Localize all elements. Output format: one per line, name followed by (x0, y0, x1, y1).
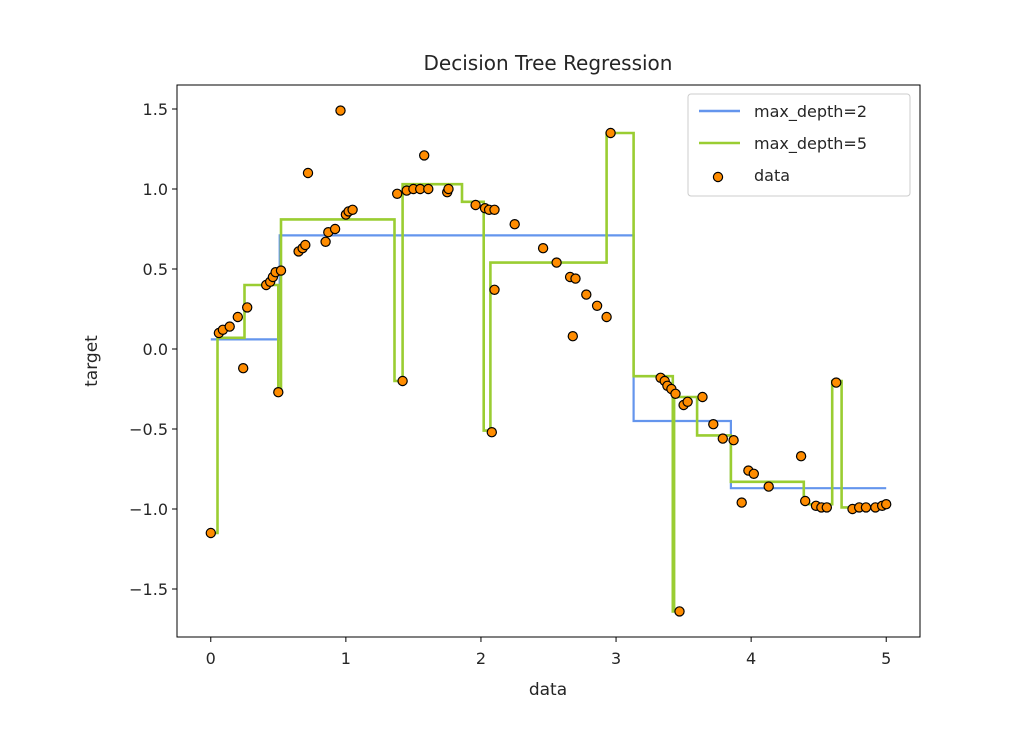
legend-swatch (712, 171, 724, 183)
data-point (224, 321, 235, 332)
legend-label: max_depth=2 (754, 102, 867, 122)
data-point (302, 167, 314, 179)
x-tick-label: 0 (206, 649, 216, 668)
data-point (232, 311, 243, 323)
y-tick-label: 1.0 (143, 180, 168, 199)
data-point (670, 388, 681, 399)
y-tick-label: 0.0 (143, 340, 168, 359)
data-point (509, 218, 520, 230)
legend-label: data (754, 166, 790, 185)
data-point (275, 265, 287, 276)
data-point (397, 375, 408, 387)
data-point (273, 387, 284, 398)
data-point (237, 363, 249, 374)
data-point (489, 284, 500, 295)
data-point (335, 105, 346, 116)
data-point (581, 289, 592, 300)
data-point (205, 527, 216, 539)
data-point (708, 419, 719, 430)
data-point (423, 183, 434, 195)
data-point (821, 502, 833, 513)
data-point (486, 427, 497, 438)
data-point (800, 495, 811, 507)
data-point (241, 302, 253, 313)
plot-frame (176, 84, 921, 638)
data-point (320, 236, 331, 247)
y-tick-label: −1.0 (129, 500, 168, 519)
plot-content (205, 105, 892, 617)
x-axis-label: data (529, 680, 567, 700)
data-point (860, 502, 872, 513)
x-tick-label: 4 (746, 649, 756, 668)
data-point (300, 239, 311, 251)
x-tick-label: 5 (881, 649, 891, 668)
data-point (347, 204, 358, 215)
data-point (605, 127, 616, 139)
data-point (728, 435, 739, 446)
data-point (419, 150, 430, 161)
chart-title: Decision Tree Regression (424, 51, 673, 75)
data-point (831, 377, 842, 388)
data-point (392, 188, 403, 199)
data-point (537, 242, 549, 254)
y-tick-label: 1.5 (143, 100, 168, 119)
y-tick-label: −1.5 (129, 580, 168, 599)
data-point (591, 300, 603, 311)
legend-box (687, 93, 911, 197)
y-axis-ticks: 1.5 1.0 0.5 0.0 −0.5 −1.0 −1.5 (129, 100, 177, 599)
data-point (443, 183, 454, 195)
data-point (489, 204, 500, 215)
data-point (717, 433, 729, 444)
data-point (470, 199, 481, 211)
data-point (795, 451, 807, 462)
data-point (601, 311, 612, 323)
data-point (881, 499, 892, 510)
data-point (682, 396, 693, 407)
y-axis-label: target (82, 335, 102, 387)
x-tick-label: 1 (341, 649, 351, 668)
data-point (697, 391, 708, 403)
data-point (763, 481, 774, 492)
data-point (748, 468, 760, 479)
x-tick-label: 2 (476, 649, 486, 668)
legend-label: max_depth=5 (754, 134, 867, 154)
data-point (567, 331, 579, 342)
x-tick-label: 3 (611, 649, 621, 668)
data-point (329, 223, 341, 235)
y-tick-label: −0.5 (129, 420, 168, 439)
data-point (736, 497, 747, 508)
data-point (551, 257, 562, 268)
x-axis-ticks: 0 1 2 3 4 5 (206, 637, 891, 668)
data-point (674, 606, 685, 617)
data-point (570, 273, 581, 284)
y-tick-label: 0.5 (143, 260, 168, 279)
